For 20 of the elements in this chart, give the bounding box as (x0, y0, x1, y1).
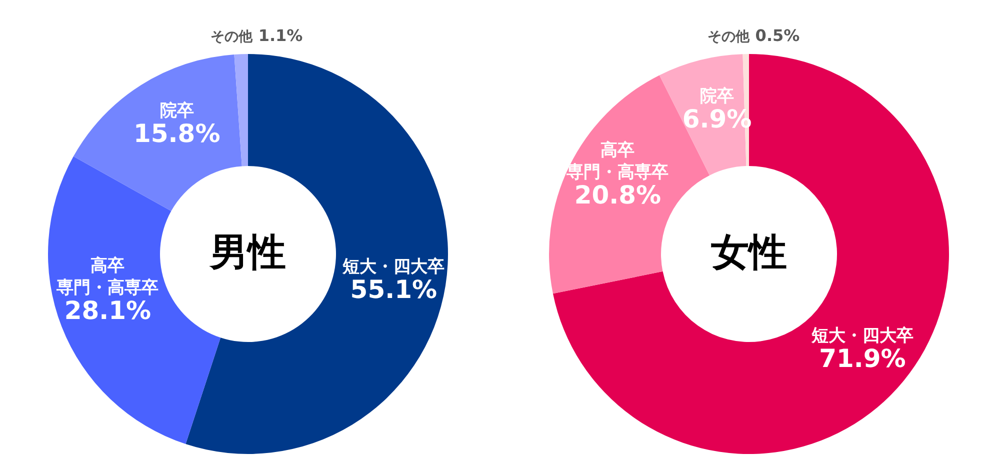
slice-label: 短大・四大卒 (810, 326, 914, 346)
slice-label: 院卒 (160, 101, 194, 122)
data-label: 28.1% (64, 296, 152, 326)
data-label: 15.8% (134, 119, 220, 148)
slice-label: 高卒専門・高専卒 (566, 140, 669, 183)
data-label: 20.8% (574, 180, 662, 210)
donut-slice (73, 54, 242, 212)
donut-slice (234, 54, 248, 166)
slice-label: 高卒専門・高専卒 (56, 256, 159, 298)
text: 男性 (209, 230, 286, 274)
slice-label: 短大・四大卒 (342, 257, 445, 278)
data-label: 71.9% (819, 344, 906, 374)
donut-slice (552, 54, 949, 454)
slice-label: 院卒 (700, 86, 734, 106)
slice-label: その他 (707, 29, 750, 46)
data-label: 1.1% (258, 26, 303, 46)
slice-label: その他 (210, 29, 254, 46)
data-label: 0.5% (755, 26, 800, 46)
data-label: 55.1% (350, 275, 438, 304)
text: 女性 (711, 230, 787, 274)
